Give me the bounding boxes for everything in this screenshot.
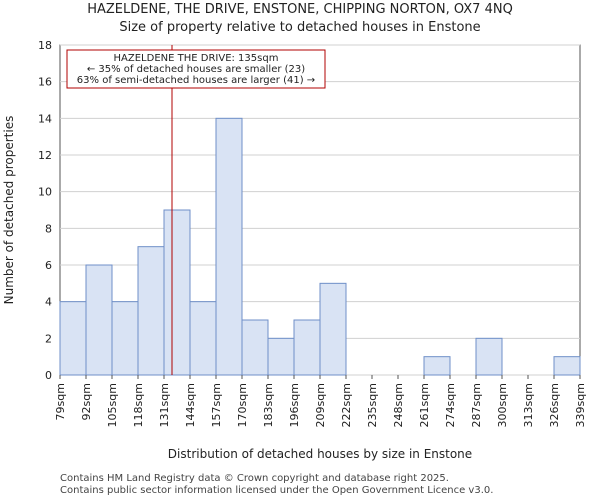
x-tick-label: 300sqm xyxy=(496,383,509,427)
footer-licence: Contains public sector information licen… xyxy=(60,485,494,496)
y-tick-label: 10 xyxy=(38,186,52,199)
chart-title-address: HAZELDENE, THE DRIVE, ENSTONE, CHIPPING … xyxy=(87,2,513,17)
y-tick-label: 18 xyxy=(38,39,52,52)
x-tick-label: 92sqm xyxy=(80,383,93,420)
y-tick-label: 2 xyxy=(45,332,52,345)
y-tick-label: 16 xyxy=(38,76,52,89)
annotation-line-1: HAZELDENE THE DRIVE: 135sqm xyxy=(114,53,279,64)
x-tick-label: 313sqm xyxy=(522,383,535,427)
x-tick-label: 287sqm xyxy=(470,383,483,427)
annotation-box: HAZELDENE THE DRIVE: 135sqm ← 35% of det… xyxy=(66,49,326,89)
y-tick-label: 6 xyxy=(45,259,52,272)
histogram-bar xyxy=(319,282,347,376)
histogram-bar xyxy=(475,337,503,376)
x-axis-label: Distribution of detached houses by size … xyxy=(168,447,472,461)
x-tick-label: 274sqm xyxy=(444,383,457,427)
histogram-bar xyxy=(215,117,243,376)
histogram-bar xyxy=(111,301,139,376)
x-tick-label: 157sqm xyxy=(210,383,223,427)
y-tick-label: 14 xyxy=(38,112,52,125)
x-tick-label: 196sqm xyxy=(288,383,301,427)
x-tick-label: 105sqm xyxy=(106,383,119,427)
histogram-bar xyxy=(293,319,321,376)
x-tick-label: 131sqm xyxy=(158,383,171,427)
y-axis-label: Number of detached properties xyxy=(2,116,16,305)
x-tick-label: 170sqm xyxy=(236,383,249,427)
y-tick-label: 4 xyxy=(45,296,52,309)
x-tick-label: 248sqm xyxy=(392,383,405,427)
annotation-line-3: 63% of semi-detached houses are larger (… xyxy=(77,75,315,86)
x-tick-label: 339sqm xyxy=(574,383,587,427)
x-tick-label: 79sqm xyxy=(54,383,67,420)
annotation-line-2: ← 35% of detached houses are smaller (23… xyxy=(87,64,305,75)
histogram-bar xyxy=(85,264,113,376)
histogram-chart: 0 2 4 6 8 10 12 14 16 18 79sqm 92sqm 105sqm 118sqm 13… xyxy=(2,39,587,461)
histogram-bar xyxy=(423,356,451,376)
histogram-bar xyxy=(267,337,295,376)
x-tick-label: 326sqm xyxy=(548,383,561,427)
y-tick-label: 12 xyxy=(38,149,52,162)
histogram-bar xyxy=(163,209,191,376)
x-tick-label: 222sqm xyxy=(340,383,353,427)
x-tick-label: 144sqm xyxy=(184,383,197,427)
histogram-bar xyxy=(137,246,165,376)
x-tick-label: 183sqm xyxy=(262,383,275,427)
histogram-bar xyxy=(189,301,217,376)
x-tick-label: 118sqm xyxy=(132,383,145,427)
footer-copyright: Contains HM Land Registry data © Crown c… xyxy=(60,473,449,484)
x-tick-label: 209sqm xyxy=(314,383,327,427)
histogram-bar xyxy=(553,356,581,376)
histogram-bar xyxy=(241,319,269,376)
y-tick-label: 0 xyxy=(45,369,52,382)
x-tick-label: 261sqm xyxy=(418,383,431,427)
y-tick-label: 8 xyxy=(45,222,52,235)
chart-title-subtitle: Size of property relative to detached ho… xyxy=(119,20,481,35)
histogram-bar xyxy=(59,301,87,376)
x-tick-label: 235sqm xyxy=(366,383,379,427)
